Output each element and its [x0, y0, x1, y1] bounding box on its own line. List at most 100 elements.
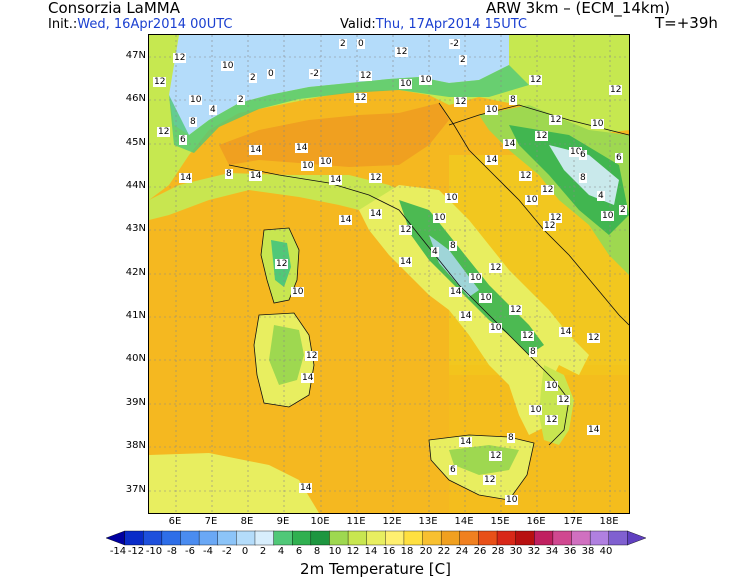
value-label: 12	[549, 115, 563, 125]
colorbar-label: 30	[509, 546, 523, 557]
colorbar-label: -2	[222, 546, 232, 557]
lon-label: 11E	[346, 516, 366, 527]
colorbar-label: 36	[563, 546, 577, 557]
sardinia-green	[269, 325, 304, 385]
valid-line: Valid:Thu, 17Apr2014 15UTC	[340, 17, 527, 32]
value-label: 12	[399, 225, 413, 235]
colorbar-cell	[534, 530, 554, 546]
value-label: 8	[189, 117, 197, 127]
colorbar-label: -14	[109, 546, 127, 557]
value-label: 12	[153, 77, 167, 87]
balkans-green	[509, 125, 629, 235]
alps-green	[169, 65, 529, 153]
lead-time: T=+39h	[655, 14, 718, 32]
value-label: 12	[395, 47, 409, 57]
colorbar-label: 12	[346, 546, 360, 557]
lon-label: 9E	[276, 516, 290, 527]
value-label: -2	[309, 69, 320, 79]
colorbar-cell	[105, 530, 125, 546]
value-label: 10	[221, 61, 235, 71]
model-title: ARW 3km – (ECM_14km)	[486, 0, 671, 17]
value-label: 10	[489, 323, 503, 333]
colorbar-cell	[440, 530, 461, 546]
value-label: 10	[569, 147, 583, 157]
colorbar-cell	[273, 530, 293, 546]
colorbar-label: 24	[455, 546, 469, 557]
value-label: 6	[449, 465, 457, 475]
value-label: 2	[339, 39, 347, 49]
colorbar	[105, 530, 647, 546]
value-label: 14	[329, 175, 343, 185]
value-label: 14	[299, 483, 313, 493]
graticule	[149, 35, 629, 513]
colorbar-cell	[403, 530, 424, 546]
value-label: 10	[591, 119, 605, 129]
lon-label: 7E	[204, 516, 218, 527]
value-label: 12	[521, 331, 535, 341]
value-label: -2	[449, 39, 460, 49]
value-label: 12	[509, 305, 523, 315]
colorbar-label: -8	[167, 546, 177, 557]
value-label: 4	[431, 247, 439, 257]
value-label: 12	[543, 221, 557, 231]
lat-label: 37N	[125, 484, 146, 495]
lon-label: 10E	[310, 516, 330, 527]
colorbar-label: 22	[437, 546, 451, 557]
colorbar-cell	[329, 530, 349, 546]
lat-label: 39N	[125, 397, 146, 408]
lon-label: 8E	[240, 516, 254, 527]
value-label: 6	[615, 153, 623, 163]
lon-label: 13E	[418, 516, 438, 527]
value-label: 2	[459, 55, 467, 65]
value-label: 12	[549, 213, 563, 223]
colorbar-cell	[124, 530, 144, 546]
value-label: 14	[459, 437, 473, 447]
lat-label: 43N	[125, 223, 146, 234]
colorbar-cell	[608, 530, 629, 546]
value-label: 14	[559, 327, 573, 337]
value-label: 14	[449, 287, 463, 297]
colorbar-label: -10	[145, 546, 163, 557]
coastlines	[228, 102, 629, 501]
value-label: 14	[249, 145, 263, 155]
value-label: 0	[357, 39, 365, 49]
value-label: 4	[597, 191, 605, 201]
colorbar-cell	[347, 530, 368, 546]
colorbar-cell	[496, 530, 517, 546]
colorbar-cell	[589, 530, 610, 546]
africa-coast	[149, 453, 319, 513]
value-label: 12	[489, 451, 503, 461]
value-label: 10	[469, 273, 483, 283]
colorbar-label: 10	[328, 546, 342, 557]
colorbar-label: 26	[473, 546, 487, 557]
value-label: 10	[399, 79, 413, 89]
init-prefix: Init.:	[48, 17, 78, 32]
temperature-map: 12 10 2 0 -2 12 10 2 2 0 -2 12 4 2 8 12 …	[148, 34, 630, 514]
lon-label: 14E	[454, 516, 474, 527]
colorbar-cell	[198, 530, 219, 546]
value-label: 14	[399, 257, 413, 267]
lat-label: 38N	[125, 440, 146, 451]
value-label: 6	[579, 150, 587, 160]
colorbar-label: 18	[400, 546, 414, 557]
value-label: 12	[359, 71, 373, 81]
value-label: 10	[529, 405, 543, 415]
value-label: 8	[225, 169, 233, 179]
value-label: 12	[609, 85, 623, 95]
value-label: 2	[249, 73, 257, 83]
colorbar-label: 20	[419, 546, 433, 557]
value-label: 10	[319, 157, 333, 167]
value-label: 10	[419, 75, 433, 85]
value-label: 12	[545, 415, 559, 425]
value-label: 2	[619, 205, 627, 215]
colorbar-label: 6	[295, 546, 303, 557]
value-label: 14	[459, 311, 473, 321]
colorbar-label: 16	[382, 546, 396, 557]
value-label: 12	[587, 333, 601, 343]
value-label: 12	[557, 395, 571, 405]
colorbar-cell	[385, 530, 405, 546]
value-label: 10	[301, 161, 315, 171]
value-label: 8	[579, 173, 587, 183]
apennine-north	[149, 173, 459, 260]
colorbar-label: 0	[241, 546, 249, 557]
